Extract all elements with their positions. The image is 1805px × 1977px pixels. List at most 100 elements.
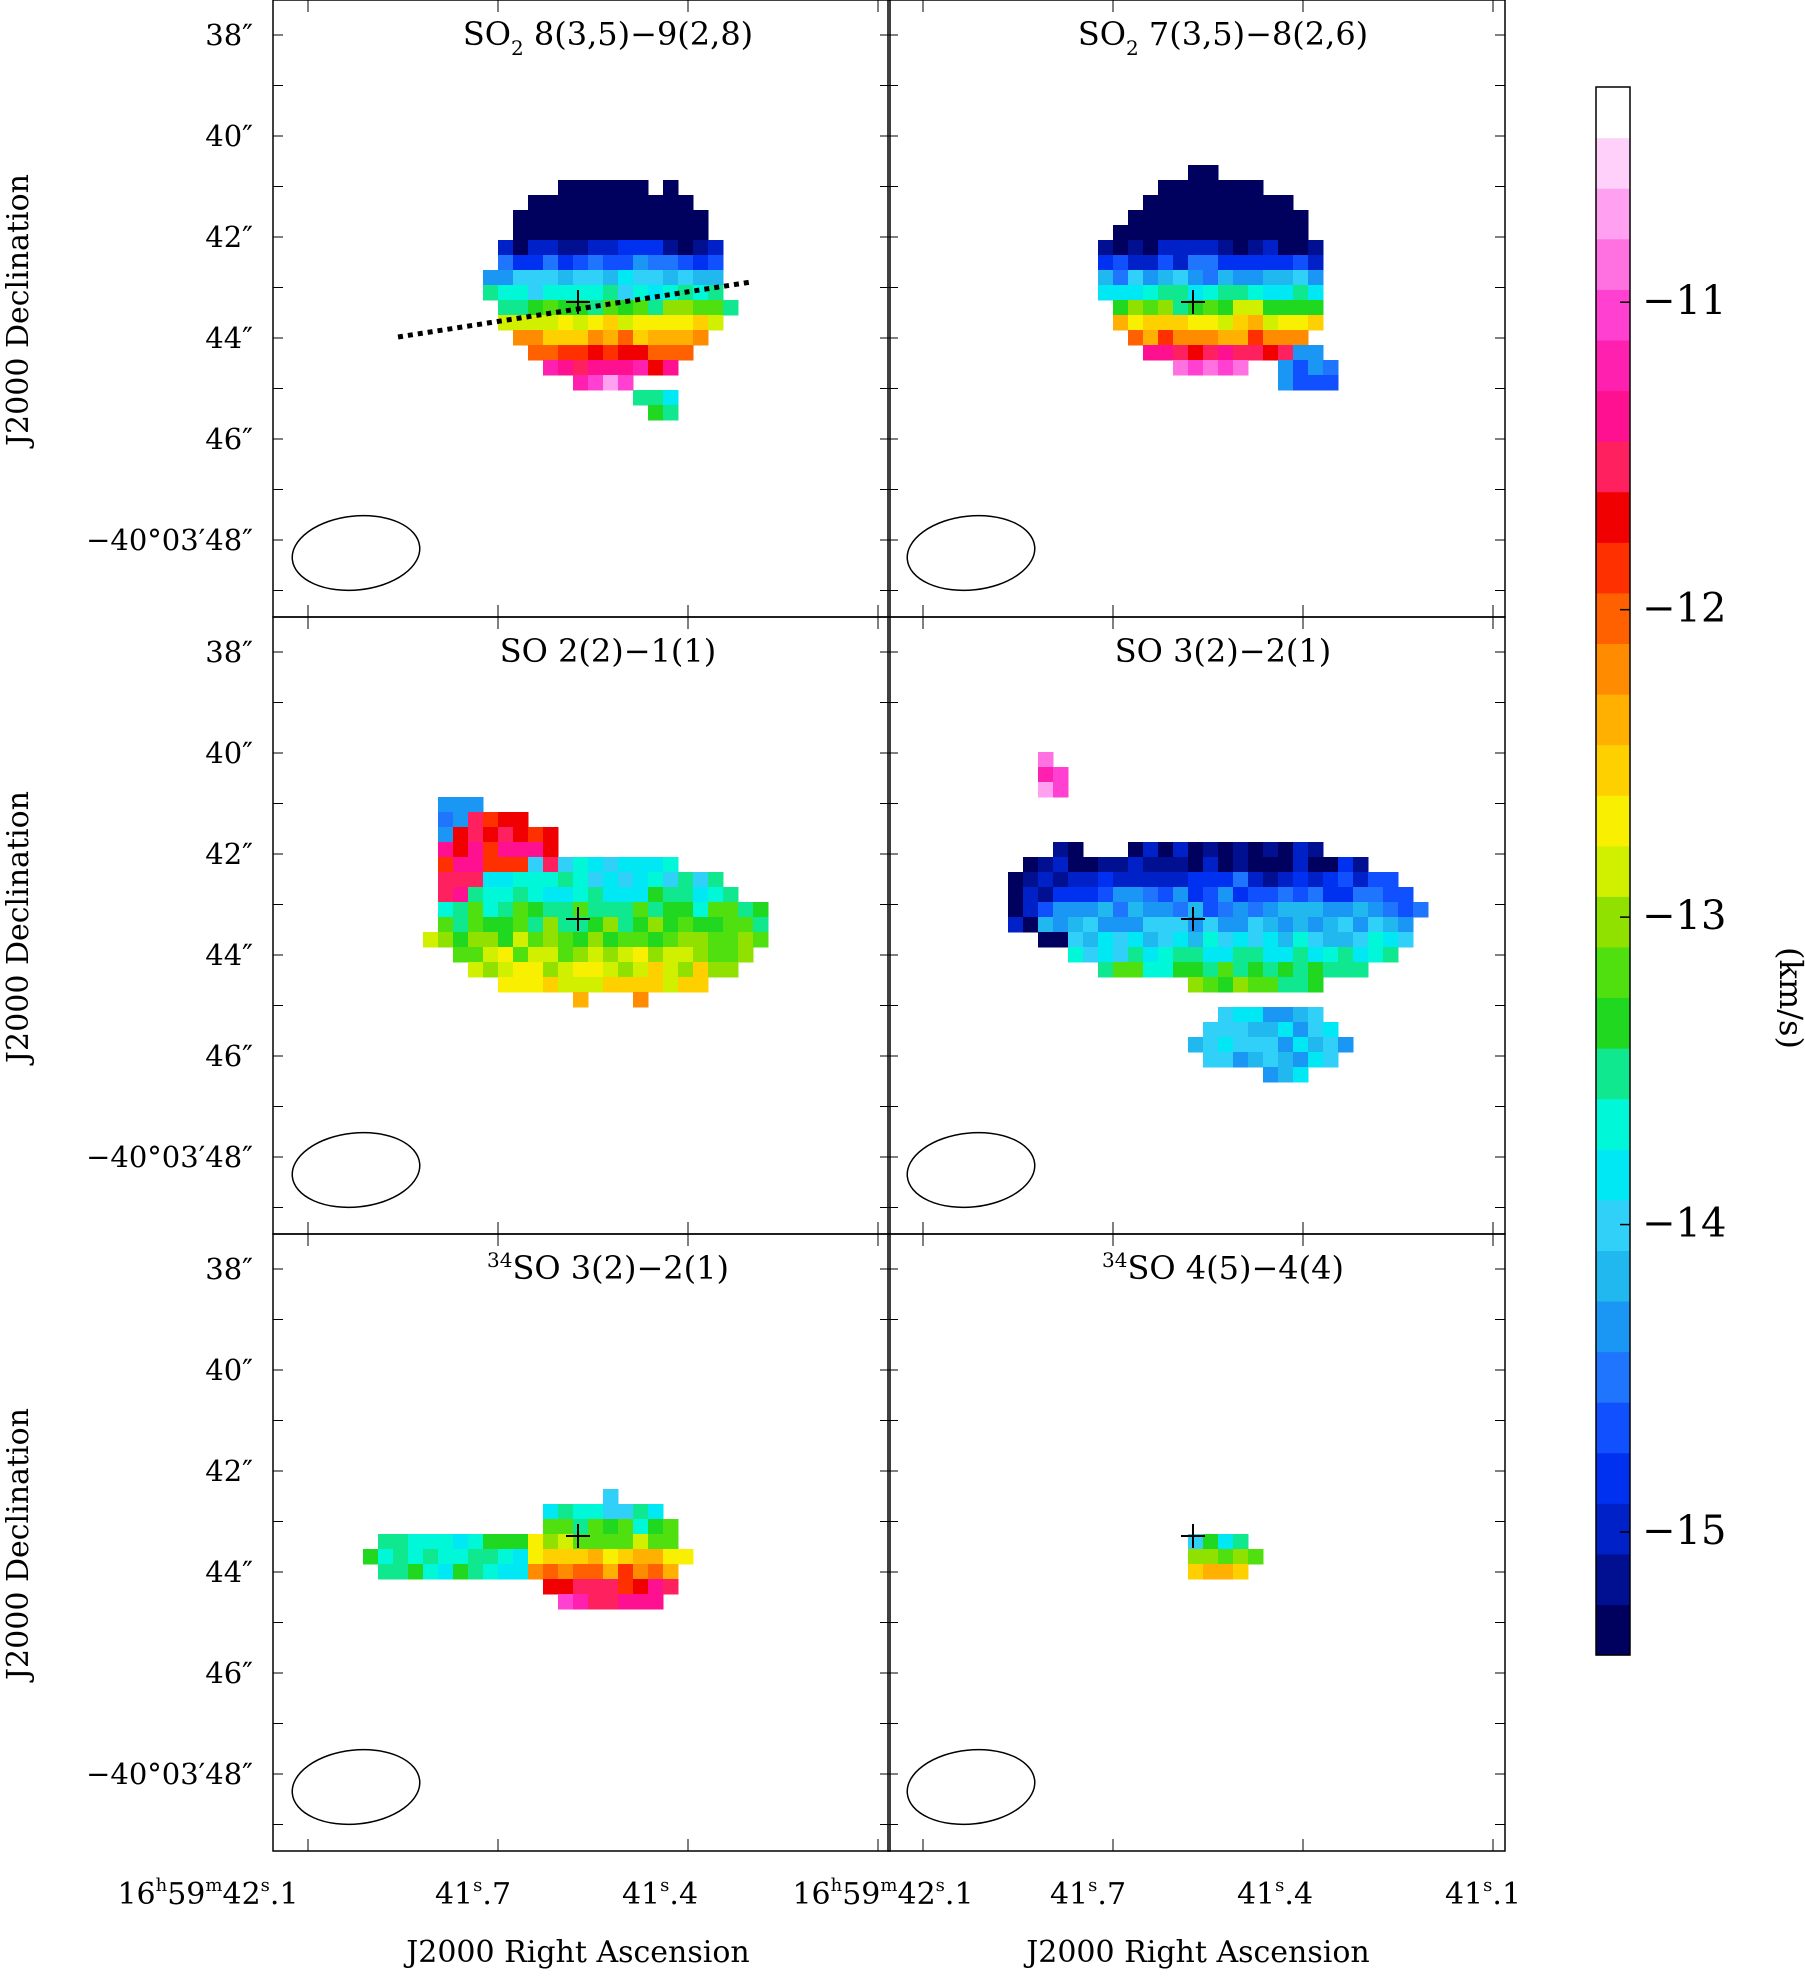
velocity-pixel	[663, 857, 679, 873]
velocity-pixel	[1293, 932, 1309, 948]
velocity-pixel	[528, 947, 544, 963]
velocity-pixel	[468, 932, 484, 948]
velocity-pixel	[438, 827, 454, 843]
velocity-pixel	[588, 857, 604, 873]
velocity-pixel	[1128, 842, 1144, 858]
velocity-pixel	[1263, 902, 1279, 918]
ra-seconds-sup: s	[261, 1875, 270, 1896]
velocity-pixel	[618, 1579, 634, 1595]
velocity-pixel	[513, 210, 529, 226]
velocity-pixel	[1188, 255, 1204, 271]
velocity-pixel	[663, 1534, 679, 1550]
velocity-pixel	[1308, 932, 1324, 948]
colorbar-tick-label: −12	[1642, 586, 1726, 632]
velocity-pixel	[633, 300, 649, 316]
velocity-pixel	[1143, 240, 1159, 256]
velocity-pixel	[543, 947, 559, 963]
velocity-pixel	[528, 1564, 544, 1580]
velocity-pixel	[1278, 360, 1294, 376]
velocity-pixel	[1218, 977, 1234, 993]
velocity-pixel	[678, 947, 694, 963]
velocity-pixel	[1293, 947, 1309, 963]
velocity-pixel	[453, 857, 469, 873]
velocity-pixel	[393, 1549, 409, 1565]
velocity-pixel	[1278, 210, 1294, 226]
velocity-pixel	[633, 1549, 649, 1565]
velocity-pixel	[1263, 932, 1279, 948]
velocity-pixel	[618, 857, 634, 873]
velocity-pixel	[1278, 1007, 1294, 1023]
velocity-pixel	[1233, 932, 1249, 948]
velocity-pixel	[528, 857, 544, 873]
velocity-pixel	[588, 255, 604, 271]
velocity-pixel	[1098, 270, 1114, 286]
velocity-pixel	[1233, 902, 1249, 918]
y-axis-label: J2000 Declination	[1, 791, 36, 1066]
velocity-pixel	[1203, 285, 1219, 301]
velocity-pixel	[633, 345, 649, 361]
velocity-pixel	[573, 947, 589, 963]
velocity-pixel	[603, 1549, 619, 1565]
velocity-pixel	[1173, 857, 1189, 873]
velocity-pixel	[573, 180, 589, 196]
panel-title: SO2 8(3,5)−9(2,8)	[463, 15, 753, 60]
velocity-pixel	[438, 857, 454, 873]
velocity-pixel	[1233, 1564, 1249, 1580]
velocity-pixel	[378, 1564, 394, 1580]
colorbar-tick-label: −11	[1642, 278, 1726, 324]
velocity-pixel	[1383, 902, 1399, 918]
velocity-pixel	[1248, 1549, 1264, 1565]
velocity-pixel	[558, 1534, 574, 1550]
velocity-pixel	[1293, 857, 1309, 873]
velocity-pixel	[618, 270, 634, 286]
velocity-pixel	[1158, 180, 1174, 196]
velocity-pixel	[558, 210, 574, 226]
velocity-pixel	[603, 210, 619, 226]
velocity-pixel	[588, 240, 604, 256]
velocity-pixel	[618, 977, 634, 993]
velocity-pixel	[1233, 1022, 1249, 1038]
velocity-pixel	[528, 1549, 544, 1565]
velocity-pixel	[1143, 932, 1159, 948]
velocity-pixel	[543, 1579, 559, 1595]
velocity-pixel	[543, 827, 559, 843]
velocity-pixel	[618, 240, 634, 256]
velocity-pixel	[753, 902, 769, 918]
velocity-pixel	[453, 872, 469, 888]
title-main: SO	[463, 15, 511, 53]
velocity-pixel	[693, 270, 709, 286]
velocity-pixel	[468, 827, 484, 843]
colorbar-swatch	[1596, 1048, 1630, 1100]
y-tick-label: 44″	[205, 1555, 253, 1589]
velocity-pixel	[573, 917, 589, 933]
velocity-pixel	[588, 887, 604, 903]
velocity-pixel	[633, 390, 649, 406]
velocity-pixel	[678, 932, 694, 948]
velocity-pixel	[1098, 917, 1114, 933]
velocity-pixel	[678, 902, 694, 918]
velocity-pixel	[498, 255, 514, 271]
velocity-pixel	[1293, 240, 1309, 256]
velocity-pixel	[1263, 1067, 1279, 1083]
velocity-pixel	[528, 255, 544, 271]
velocity-pixel	[1098, 872, 1114, 888]
colorbar-swatch	[1596, 946, 1630, 999]
velocity-pixel	[1233, 842, 1249, 858]
velocity-pixel	[1053, 767, 1069, 783]
velocity-pixel	[1218, 300, 1234, 316]
velocity-pixel	[1038, 857, 1054, 873]
velocity-pixel	[498, 962, 514, 978]
velocity-pixel	[588, 270, 604, 286]
velocity-pixel	[618, 285, 634, 301]
velocity-pixel	[1068, 857, 1084, 873]
velocity-pixel	[1203, 842, 1219, 858]
velocity-pixel	[588, 917, 604, 933]
velocity-pixel	[1218, 210, 1234, 226]
velocity-pixel	[588, 195, 604, 211]
velocity-pixel	[1203, 225, 1219, 241]
velocity-pixel	[633, 917, 649, 933]
velocity-pixel	[603, 917, 619, 933]
velocity-pixel	[1173, 315, 1189, 331]
velocity-pixel	[1233, 225, 1249, 241]
velocity-pixel	[1383, 887, 1399, 903]
